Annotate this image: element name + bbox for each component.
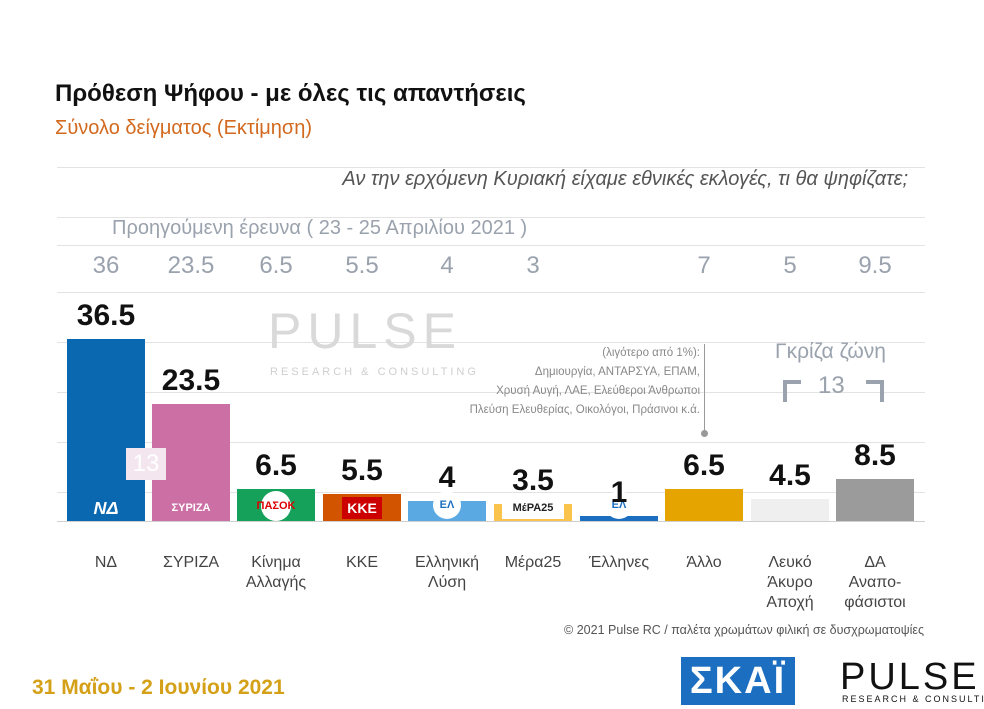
party-logo-icon: ΚΚΕ [342, 497, 382, 519]
category-label: Λευκό Άκυρο Αποχή [745, 553, 835, 613]
bar-value-label: 6.5 [255, 448, 297, 482]
bar-value-label: 1 [610, 476, 628, 509]
gridline [57, 167, 925, 168]
other-note-connector [704, 344, 705, 432]
category-label-line: Μέρα25 [504, 554, 562, 571]
category-label-line: Αλλαγής [245, 574, 307, 591]
previous-value-label: 4 [440, 252, 454, 279]
bar [665, 488, 743, 521]
bar [751, 498, 829, 521]
category-label-line: Άλλο [686, 554, 722, 571]
category-label-line: Αποχή [766, 594, 814, 611]
category-label-line: Άκυρο [767, 574, 813, 591]
previous-value-label: 36 [92, 252, 120, 279]
party-logo-icon: ΜέΡΑ25 [502, 497, 564, 519]
party-logo-icon: ΕΛ [605, 491, 633, 519]
gridline [57, 442, 925, 443]
previous-value-label: 7 [697, 252, 711, 279]
bar-value-label: 4 [438, 461, 456, 494]
other-note-line: Πλεύση Ελευθερίας, Οικολόγοι, Πράσινοι κ… [469, 404, 700, 416]
gray-zone-bracket-left [783, 380, 787, 402]
other-parties-note: (λιγότερο από 1%): Δημιουργία, ΑΝΤΑΡΣΥΑ,… [420, 344, 700, 420]
x-axis-line [57, 521, 925, 522]
category-label-line: Έλληνες [588, 554, 650, 571]
gridline [57, 292, 925, 293]
gridline [57, 217, 925, 218]
chart-title: Πρόθεση Ψήφου - με όλες τις απαντήσεις [55, 80, 526, 107]
category-label-line: ΣΥΡΙΖΑ [162, 554, 220, 571]
gray-zone-bracket-right [880, 380, 884, 402]
gray-zone-bracket-left [783, 380, 801, 384]
party-logo-icon: ΠΑΣΟΚ [257, 491, 296, 521]
previous-value-label: 9.5 [858, 252, 892, 279]
pulse-logo-sub: RESEARCH & CONSULTING [842, 694, 984, 704]
category-label-line: ΔΑ [864, 554, 886, 571]
pulse-logo: PULSE [840, 656, 980, 698]
gridline [57, 342, 925, 343]
survey-date: 31 Μαΐου - 2 Ιουνίου 2021 [32, 676, 285, 699]
bar-value-label: 23.5 [161, 363, 221, 397]
gray-zone-title: Γκρίζα ζώνη [775, 340, 886, 363]
gray-zone-bracket-right [866, 380, 884, 384]
party-logo-icon: ΕΛ [433, 491, 461, 519]
party-logo-icon: ΝΔ [93, 497, 119, 518]
category-label: ΣΥΡΙΖΑ [146, 553, 236, 573]
bar-value-label: 8.5 [854, 438, 896, 472]
previous-value-label: 5 [783, 252, 797, 279]
other-note-line: (λιγότερο από 1%): [602, 347, 700, 359]
category-label-line: Αναπο- [848, 574, 902, 591]
other-note-line: Χρυσή Αυγή, ΛΑΕ, Ελεύθεροι Άνθρωποι [496, 385, 700, 397]
copyright-note: © 2021 Pulse RC / παλέτα χρωμάτων φιλική… [564, 623, 924, 637]
category-label: Άλλο [659, 553, 749, 573]
previous-value-label: 3 [526, 252, 540, 279]
bar-value-label: 36.5 [76, 298, 136, 332]
gridline [57, 492, 925, 493]
bar [836, 478, 914, 521]
category-label-line: Λύση [427, 574, 467, 591]
bar [67, 338, 145, 521]
category-label: ΔΑ Αναπο-φάσιστοι [830, 553, 920, 613]
previous-value-label: 5.5 [345, 252, 379, 279]
bar-value-label: 6.5 [683, 448, 725, 482]
gridline [57, 392, 925, 393]
pulse-watermark-sub: RESEARCH & CONSULTING [270, 366, 479, 378]
category-label: ΚΚΕ [317, 553, 407, 573]
category-label-line: ΚΚΕ [345, 554, 378, 571]
other-note-line: Δημιουργία, ΑΝΤΑΡΣΥΑ, ΕΠΑΜ, [534, 366, 700, 378]
bar-value-label: 3.5 [512, 463, 554, 497]
gray-zone-value: 13 [818, 372, 845, 399]
previous-value-label: 23.5 [167, 252, 215, 279]
category-label: Έλληνες [574, 553, 664, 573]
pulse-watermark: PULSE [268, 303, 462, 359]
bar-value-label: 5.5 [341, 453, 383, 487]
survey-question: Αν την ερχόμενη Κυριακή είχαμε εθνικές ε… [342, 168, 908, 190]
category-label: Κίνημα Αλλαγής [231, 553, 321, 593]
bar-value-label: 4.5 [769, 458, 811, 492]
category-label: ΝΔ [61, 553, 151, 573]
category-label-line: Λευκό [768, 554, 812, 571]
chart-subtitle: Σύνολο δείγματος (Εκτίμηση) [55, 117, 313, 139]
party-logo-icon: ΣΥΡΙΖΑ [171, 502, 211, 514]
previous-value-label: 6.5 [259, 252, 293, 279]
category-label-line: ΝΔ [94, 554, 118, 571]
category-label: Ελληνική Λύση [402, 553, 492, 593]
skai-logo: ΣΚΑΪ [681, 657, 795, 705]
gridline [57, 245, 925, 246]
category-label-line: Ελληνική [414, 554, 480, 571]
previous-gray-zone-value: 13 [126, 448, 166, 480]
category-label-line: Κίνημα [251, 554, 301, 571]
category-label: Μέρα25 [488, 553, 578, 573]
previous-survey-title: Προηγούμενη έρευνα ( 23 - 25 Απριλίου 20… [112, 217, 528, 239]
category-label-line: φάσιστοι [844, 594, 906, 611]
other-note-dot [701, 430, 708, 437]
